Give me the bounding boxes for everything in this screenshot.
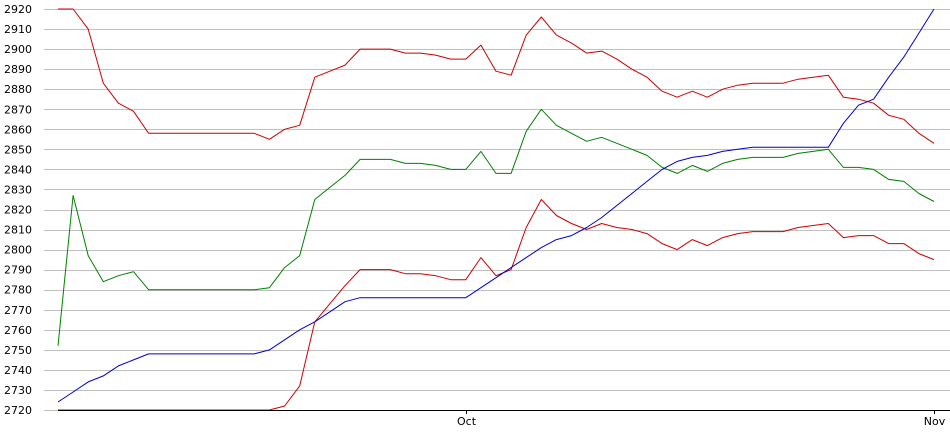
y-axis-ticks: 2720 2730 2740 2750 2760 2770 2780 2790 2800 2810… [4, 3, 32, 417]
y-tick-label: 2810 [4, 224, 32, 237]
y-tick-label: 2830 [4, 183, 32, 196]
y-tick-label: 2870 [4, 103, 32, 116]
y-tick-label: 2820 [4, 204, 32, 217]
y-tick-label: 2720 [4, 404, 32, 417]
y-tick-label: 2740 [4, 364, 32, 377]
y-tick-label: 2900 [4, 43, 32, 56]
y-tick-label: 2850 [4, 143, 32, 156]
y-tick-label: 2770 [4, 304, 32, 317]
y-tick-label: 2860 [4, 123, 32, 136]
y-tick-label: 2730 [4, 384, 32, 397]
y-tick-label: 2840 [4, 163, 32, 176]
y-tick-label: 2800 [4, 244, 32, 257]
x-tick-label: Nov [924, 415, 946, 428]
series-line-middle-band [57, 108, 935, 346]
y-tick-label: 2760 [4, 324, 32, 337]
y-tick-label: 2880 [4, 83, 32, 96]
series-line-lower-band [58, 199, 935, 411]
gridlines [44, 9, 950, 411]
y-tick-label: 2790 [4, 264, 32, 277]
y-tick-label: 2910 [4, 23, 32, 36]
y-tick-label: 2920 [4, 3, 32, 16]
x-tick-label: Oct [457, 415, 477, 428]
y-tick-label: 2780 [4, 284, 32, 297]
y-tick-label: 2750 [4, 344, 32, 357]
series-line-price [57, 8, 935, 403]
y-tick-label: 2890 [4, 63, 32, 76]
series-line-upper-band [58, 8, 935, 144]
x-axis-ticks: Oct Nov [457, 410, 946, 428]
